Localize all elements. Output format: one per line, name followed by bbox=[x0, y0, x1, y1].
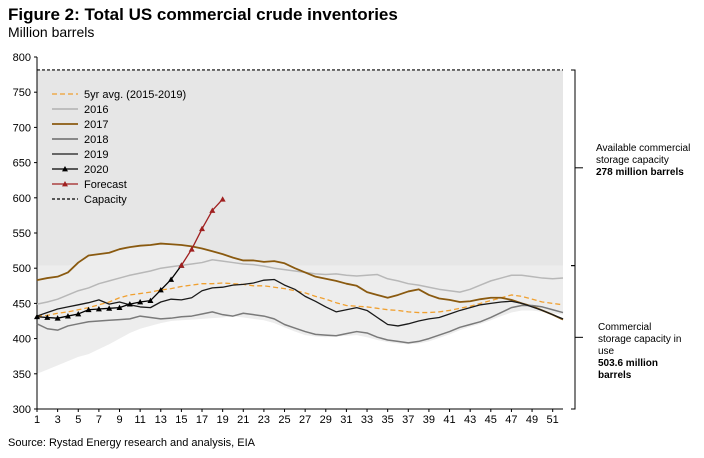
chart-source: Source: Rystad Energy research and analy… bbox=[8, 437, 256, 449]
x-tick-label: 15 bbox=[175, 414, 187, 426]
in-use-capacity-bracket bbox=[571, 265, 576, 410]
x-tick-label: 47 bbox=[505, 414, 517, 426]
y-tick-label: 550 bbox=[13, 228, 31, 240]
legend-label-s2020: 2020 bbox=[84, 164, 108, 176]
y-tick-label: 800 bbox=[13, 52, 31, 64]
x-tick-label: 49 bbox=[526, 414, 538, 426]
chart-subtitle: Million barrels bbox=[8, 24, 95, 40]
range-band bbox=[37, 243, 563, 374]
series-avg-line bbox=[36, 282, 564, 317]
series-s2020-point bbox=[168, 276, 175, 282]
series-s2020-point bbox=[95, 306, 102, 312]
x-tick-label: 27 bbox=[299, 414, 311, 426]
series-s2020-point bbox=[157, 287, 164, 293]
y-tick-label: 350 bbox=[13, 369, 31, 381]
legend-marker-s2020 bbox=[62, 166, 68, 172]
available-capacity-bracket bbox=[571, 69, 576, 267]
legend-label-s2018: 2018 bbox=[84, 134, 108, 146]
legend-label-s2019: 2019 bbox=[84, 149, 108, 161]
y-tick-label: 750 bbox=[13, 87, 31, 99]
legend-label-avg: 5yr avg. (2015-2019) bbox=[84, 89, 186, 101]
series-s2018-line bbox=[36, 304, 564, 344]
annotation-available-line2: storage capacity bbox=[596, 155, 669, 166]
series-forecast-point bbox=[209, 207, 216, 213]
series-s2020-point bbox=[54, 315, 61, 321]
x-tick-label: 21 bbox=[237, 414, 249, 426]
y-tick-label: 450 bbox=[13, 298, 31, 310]
x-tick-label: 13 bbox=[155, 414, 167, 426]
series-forecast-point bbox=[219, 196, 226, 202]
x-tick-label: 9 bbox=[116, 414, 122, 426]
series-forecast-point bbox=[178, 262, 185, 268]
x-tick-label: 17 bbox=[196, 414, 208, 426]
x-tick-label: 41 bbox=[443, 414, 455, 426]
series-s2020-point bbox=[44, 314, 51, 320]
y-tick-label: 300 bbox=[13, 404, 31, 416]
x-tick-label: 19 bbox=[217, 414, 229, 426]
x-tick-label: 43 bbox=[464, 414, 476, 426]
legend-marker-forecast bbox=[62, 181, 68, 187]
annotation-available-capacity: Available commercial storage capacity 27… bbox=[596, 143, 700, 179]
y-tick-label: 400 bbox=[13, 334, 31, 346]
series-s2020-point bbox=[75, 310, 82, 317]
x-tick-label: 5 bbox=[75, 414, 81, 426]
series-s2020-point bbox=[64, 313, 71, 319]
y-tick-label: 700 bbox=[13, 122, 31, 134]
series-forecast-point bbox=[199, 225, 206, 232]
series-s2017-line bbox=[36, 242, 564, 321]
series-s2020-point bbox=[137, 298, 144, 305]
annotation-available-line1: Available commercial bbox=[596, 143, 691, 154]
x-tick-label: 29 bbox=[320, 414, 332, 426]
annotation-capacity-in-use: Commercial storage capacity in use 503.6… bbox=[598, 322, 702, 382]
series-s2020-point bbox=[85, 306, 92, 313]
legend-label-s2017: 2017 bbox=[84, 119, 108, 131]
series-s2020-point bbox=[126, 301, 133, 307]
annotation-in-use-line1: Commercial bbox=[598, 322, 652, 333]
annotation-in-use-line2: storage capacity in bbox=[598, 334, 682, 345]
series-s2019-line bbox=[36, 278, 564, 327]
x-tick-label: 1 bbox=[34, 414, 40, 426]
legend-label-s2016: 2016 bbox=[84, 104, 108, 116]
legend-label-forecast: Forecast bbox=[84, 179, 127, 191]
x-tick-label: 25 bbox=[278, 414, 290, 426]
x-tick-label: 35 bbox=[382, 414, 394, 426]
series-forecast-point bbox=[188, 246, 195, 252]
annotation-in-use-value2: barrels bbox=[598, 370, 632, 381]
series-s2016-line bbox=[36, 259, 564, 305]
x-tick-label: 45 bbox=[485, 414, 497, 426]
available-capacity-area bbox=[37, 69, 563, 266]
y-tick-label: 600 bbox=[13, 193, 31, 205]
legend-label-capacity: Capacity bbox=[84, 194, 127, 206]
x-tick-label: 11 bbox=[134, 414, 145, 426]
x-tick-label: 3 bbox=[55, 414, 61, 426]
x-tick-label: 51 bbox=[547, 414, 559, 426]
x-tick-label: 39 bbox=[423, 414, 435, 426]
y-tick-label: 500 bbox=[13, 263, 31, 275]
x-tick-label: 23 bbox=[258, 414, 270, 426]
x-tick-label: 33 bbox=[361, 414, 373, 426]
x-tick-label: 37 bbox=[402, 414, 414, 426]
series-s2020-point bbox=[34, 313, 40, 320]
chart-title: Figure 2: Total US commercial crude inve… bbox=[8, 5, 398, 24]
series-s2020-point bbox=[147, 297, 154, 303]
y-tick-label: 650 bbox=[13, 158, 31, 170]
x-tick-label: 31 bbox=[340, 414, 352, 426]
annotation-in-use-value1: 503.6 million bbox=[598, 358, 659, 369]
series-s2020-point bbox=[116, 304, 123, 311]
series-s2020-point bbox=[106, 305, 113, 311]
annotation-in-use-line3: use bbox=[598, 346, 615, 357]
annotation-available-value: 278 million barrels bbox=[596, 167, 684, 178]
x-tick-label: 7 bbox=[96, 414, 102, 426]
